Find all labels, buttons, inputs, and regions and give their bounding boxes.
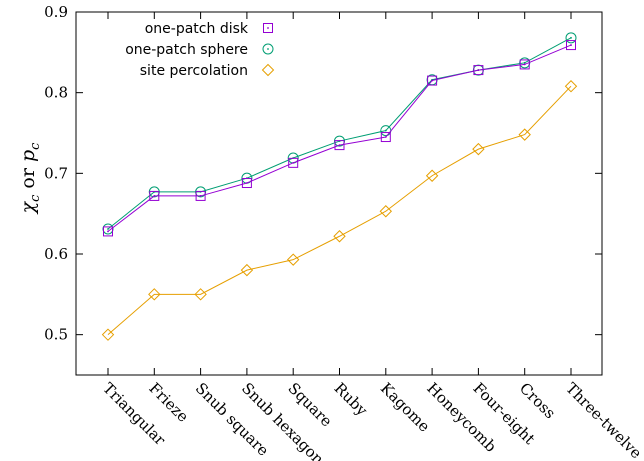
data-point <box>240 263 254 277</box>
data-point-dot <box>570 36 572 39</box>
y-tick-label: 0.5 <box>44 326 68 344</box>
legend-marker-dot <box>267 48 269 50</box>
data-point-dot <box>570 44 572 46</box>
data-point <box>472 142 485 156</box>
data-point <box>473 65 484 76</box>
data-point-dot <box>153 195 156 197</box>
data-point <box>425 169 439 182</box>
y-tick-label: 0.9 <box>44 3 68 21</box>
x-tick-label: Cross <box>516 379 559 422</box>
data-point-dot <box>107 228 109 230</box>
data-point-dot <box>292 161 295 164</box>
legend-entry: site percolation <box>140 63 275 79</box>
series-site-percolation <box>101 80 578 341</box>
data-point-dot <box>384 129 387 132</box>
data-point <box>334 140 345 151</box>
data-point <box>564 80 578 93</box>
data-point-dot <box>199 195 202 197</box>
x-tick-label: Ruby <box>331 379 372 420</box>
data-point <box>241 178 252 189</box>
data-point <box>566 40 576 51</box>
data-point <box>288 157 299 168</box>
data-point-dot <box>107 230 109 233</box>
y-tick-label: 0.6 <box>44 245 68 263</box>
legend-marker <box>261 63 275 77</box>
data-point <box>149 190 160 201</box>
legend-entry: one-patch sphere <box>125 42 274 58</box>
data-point-dot <box>246 182 248 184</box>
data-point <box>148 288 161 301</box>
data-point-dot <box>384 136 387 138</box>
y-axis-label: χc or pc <box>17 142 43 216</box>
data-point <box>518 128 531 141</box>
data-point <box>286 253 300 266</box>
data-point-dot <box>338 144 341 147</box>
legend-entry: one-patch disk <box>145 21 273 37</box>
data-point-dot <box>523 63 526 66</box>
x-tick-label: Kagome <box>377 379 434 436</box>
series-line <box>107 85 572 336</box>
legend-marker <box>262 43 274 55</box>
data-point <box>427 75 438 86</box>
data-point <box>103 226 113 237</box>
legend-marker <box>263 23 273 33</box>
data-point-dot <box>477 69 480 71</box>
data-point <box>519 59 530 70</box>
data-point-dot <box>431 79 433 82</box>
legend-label: one-patch sphere <box>125 42 248 58</box>
y-tick-label: 0.7 <box>44 164 68 182</box>
data-point <box>379 205 393 218</box>
x-tick-label: Three-twelve <box>562 379 644 461</box>
data-point <box>194 288 207 301</box>
data-point <box>195 190 206 201</box>
data-point <box>565 32 577 44</box>
series-one-patch-disk <box>103 40 576 237</box>
data-point <box>380 132 391 143</box>
legend-label: site percolation <box>140 63 248 79</box>
data-point <box>333 230 346 243</box>
data-point <box>101 328 115 341</box>
y-tick-label: 0.8 <box>44 84 68 102</box>
data-point-dot <box>523 61 526 64</box>
legend-label: one-patch disk <box>145 21 249 37</box>
legend-marker-dot <box>267 27 269 29</box>
